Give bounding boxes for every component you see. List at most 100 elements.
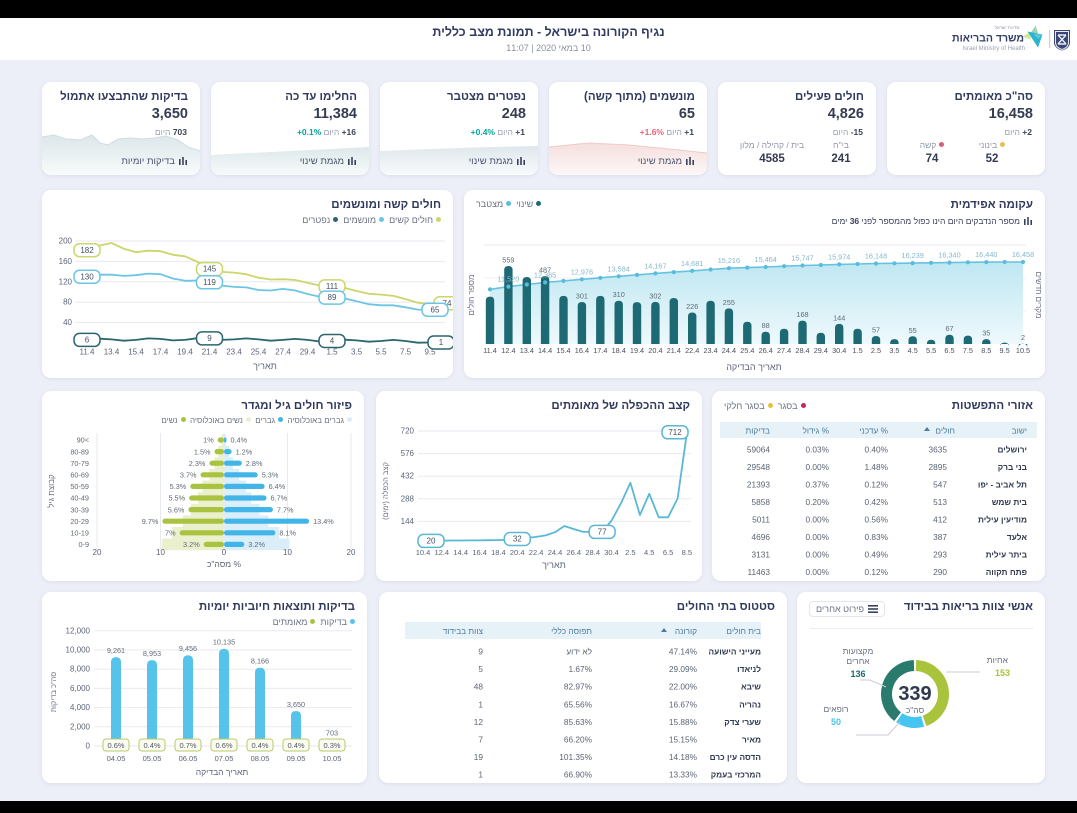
svg-text:3131: 3131 xyxy=(752,550,771,560)
svg-text:סה"כ בדיקות: סה"כ בדיקות xyxy=(49,672,58,713)
svg-text:12,000: 12,000 xyxy=(66,626,91,635)
svg-text:18.4: 18.4 xyxy=(612,346,626,355)
svg-text:25.4: 25.4 xyxy=(740,346,754,355)
svg-text:0.4%: 0.4% xyxy=(287,741,304,750)
svg-text:9.7%: 9.7% xyxy=(142,517,159,526)
svg-text:26.4: 26.4 xyxy=(566,548,581,557)
svg-text:703: 703 xyxy=(326,728,338,737)
svg-text:20.4: 20.4 xyxy=(648,346,662,355)
svg-text:16,458: 16,458 xyxy=(1012,250,1034,259)
svg-text:130: 130 xyxy=(80,272,94,281)
svg-text:רופאים: רופאים xyxy=(823,704,848,714)
svg-text:3.5: 3.5 xyxy=(889,346,899,355)
svg-text:14,681: 14,681 xyxy=(681,259,703,268)
svg-text:30.4: 30.4 xyxy=(832,346,846,355)
svg-text:3.2%: 3.2% xyxy=(248,540,265,549)
svg-text:65: 65 xyxy=(431,305,440,314)
svg-text:9.5: 9.5 xyxy=(424,348,436,357)
svg-text:25.4: 25.4 xyxy=(251,348,267,357)
svg-text:21.4: 21.4 xyxy=(667,346,681,355)
svg-text:16.4: 16.4 xyxy=(575,346,589,355)
svg-text:המרכזי בעמק: המרכזי בעמק xyxy=(711,770,761,780)
svg-text:07.05: 07.05 xyxy=(215,754,234,763)
svg-text:14.4: 14.4 xyxy=(453,548,468,557)
svg-text:16,340: 16,340 xyxy=(938,251,960,260)
svg-text:310: 310 xyxy=(613,290,625,299)
svg-text:תפוסה כללי: תפוסה כללי xyxy=(551,626,592,636)
svg-text:10.5: 10.5 xyxy=(1016,346,1030,355)
svg-text:0.4%: 0.4% xyxy=(143,741,160,750)
svg-text:12,976: 12,976 xyxy=(571,267,593,276)
svg-text:7: 7 xyxy=(478,735,483,745)
svg-text:50: 50 xyxy=(831,717,841,727)
svg-text:29548: 29548 xyxy=(747,462,770,472)
svg-text:בני ברק: בני ברק xyxy=(998,462,1028,472)
svg-text:1.48%: 1.48% xyxy=(864,462,888,472)
svg-text:2.3%: 2.3% xyxy=(189,459,206,468)
svg-text:14.18%: 14.18% xyxy=(669,752,698,762)
svg-text:לא ידוע: לא ידוע xyxy=(566,647,592,657)
svg-text:16,239: 16,239 xyxy=(902,251,924,260)
svg-text:7.5: 7.5 xyxy=(400,348,412,357)
svg-text:12,365: 12,365 xyxy=(534,270,556,279)
svg-text:1.5%: 1.5% xyxy=(194,447,211,456)
svg-text:15,974: 15,974 xyxy=(828,252,850,261)
svg-text:74: 74 xyxy=(443,299,452,308)
svg-text:צוות בבידוד: צוות בבידוד xyxy=(443,626,484,636)
svg-text:13.33%: 13.33% xyxy=(669,770,698,780)
svg-text:8.1%: 8.1% xyxy=(279,529,296,538)
svg-text:40-49: 40-49 xyxy=(70,494,89,503)
svg-text:15,464: 15,464 xyxy=(755,255,777,264)
svg-text:82.97%: 82.97% xyxy=(564,682,593,692)
svg-text:09.05: 09.05 xyxy=(287,754,306,763)
svg-text:0.12%: 0.12% xyxy=(864,480,888,490)
svg-text:47.14%: 47.14% xyxy=(669,647,698,657)
svg-text:20: 20 xyxy=(347,548,356,557)
svg-text:12.4: 12.4 xyxy=(501,346,515,355)
svg-text:301: 301 xyxy=(576,292,588,301)
svg-text:6.5: 6.5 xyxy=(944,346,954,355)
svg-text:0.49%: 0.49% xyxy=(864,550,888,560)
svg-text:22.4: 22.4 xyxy=(529,548,544,557)
svg-text:12.4: 12.4 xyxy=(434,548,449,557)
svg-text:15,216: 15,216 xyxy=(718,256,740,265)
svg-text:16,148: 16,148 xyxy=(865,252,887,261)
svg-text:119: 119 xyxy=(203,278,216,287)
svg-text:לניאדו: לניאדו xyxy=(737,664,761,674)
svg-text:שערי צדק: שערי צדק xyxy=(724,717,761,727)
svg-text:10.05: 10.05 xyxy=(323,754,342,763)
svg-text:5858: 5858 xyxy=(752,497,771,507)
svg-text:0.6%: 0.6% xyxy=(215,741,232,750)
svg-text:160: 160 xyxy=(59,257,73,266)
svg-text:1%: 1% xyxy=(203,436,214,445)
svg-text:21.4: 21.4 xyxy=(202,348,218,357)
svg-text:הדסה עין כרם: הדסה עין כרם xyxy=(710,752,761,762)
svg-text:אחרים: אחרים xyxy=(846,656,870,666)
svg-text:24.4: 24.4 xyxy=(722,346,736,355)
svg-text:182: 182 xyxy=(80,246,94,255)
svg-text:24.4: 24.4 xyxy=(548,548,563,557)
svg-text:0.12%: 0.12% xyxy=(864,567,888,577)
svg-text:11.4: 11.4 xyxy=(80,348,96,357)
svg-text:6.4%: 6.4% xyxy=(269,482,286,491)
svg-text:מאיר: מאיר xyxy=(742,735,761,745)
svg-text:1.5: 1.5 xyxy=(853,346,863,355)
svg-text:6.7%: 6.7% xyxy=(271,494,288,503)
svg-text:2,000: 2,000 xyxy=(70,722,91,731)
svg-text:712: 712 xyxy=(668,428,682,437)
svg-text:19.4: 19.4 xyxy=(177,348,193,357)
svg-text:0.6%: 0.6% xyxy=(107,741,124,750)
svg-text:13.4: 13.4 xyxy=(104,348,120,357)
svg-text:13,584: 13,584 xyxy=(608,264,630,273)
svg-text:80-89: 80-89 xyxy=(70,447,89,456)
svg-text:29.09%: 29.09% xyxy=(669,664,698,674)
svg-text:מדינת ישראל: מדינת ישראל xyxy=(995,25,1020,30)
svg-text:0.20%: 0.20% xyxy=(805,497,829,507)
svg-text:נהריה: נהריה xyxy=(739,699,761,709)
svg-text:10: 10 xyxy=(156,548,165,557)
svg-text:35: 35 xyxy=(982,329,990,338)
svg-text:15.15%: 15.15% xyxy=(669,735,698,745)
svg-text:חולים: חולים xyxy=(935,426,955,436)
svg-text:6.5: 6.5 xyxy=(663,548,673,557)
svg-text:144: 144 xyxy=(833,313,845,322)
